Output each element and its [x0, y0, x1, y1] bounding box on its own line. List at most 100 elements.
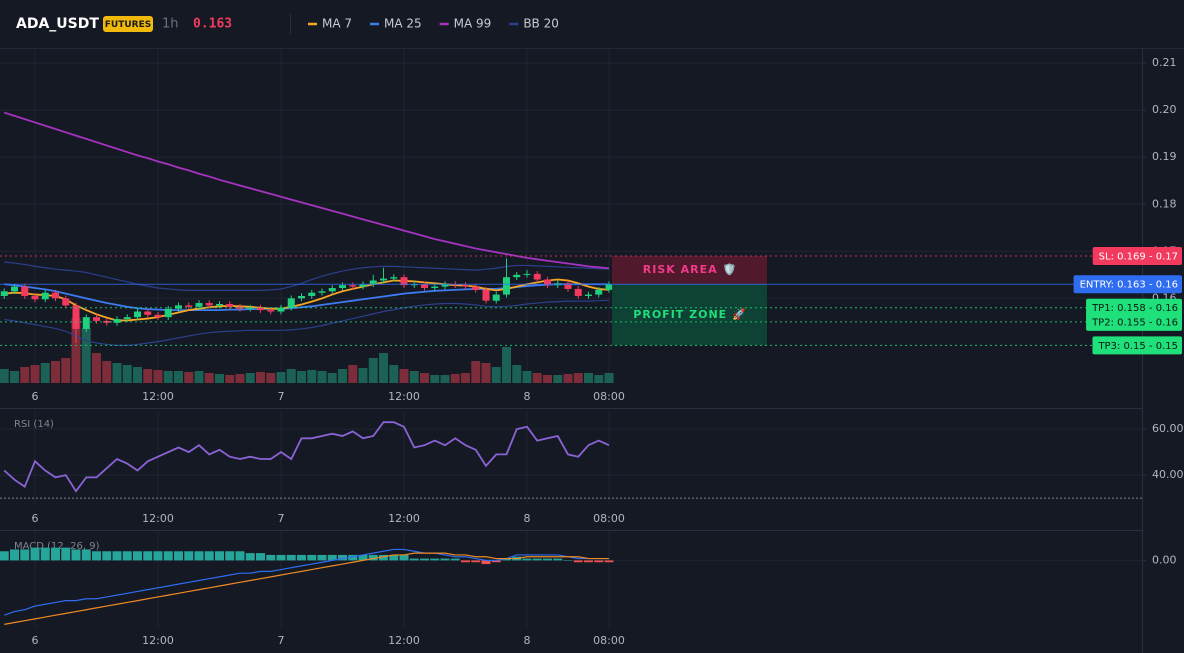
volume-bar: [389, 365, 399, 383]
candle-body: [277, 307, 285, 312]
legend-label[interactable]: MA 7: [322, 17, 352, 31]
candle-body: [205, 303, 213, 306]
candle-body: [134, 311, 141, 318]
candle-body: [216, 303, 223, 306]
interval[interactable]: 1h: [162, 17, 179, 32]
candle-body: [492, 294, 500, 301]
x-tick-label: 7: [278, 512, 285, 525]
y-tick-label: 40.00: [1152, 468, 1184, 481]
candle-body: [195, 303, 203, 307]
volume-bar: [307, 370, 317, 383]
x-tick-label: 6: [32, 390, 39, 403]
macd-histogram-bar: [215, 551, 224, 561]
candle-body: [308, 292, 316, 296]
legend-label[interactable]: MA 99: [454, 17, 492, 31]
legend-label[interactable]: BB 20: [523, 17, 559, 31]
macd-histogram-bar: [71, 549, 81, 561]
volume-bar: [184, 372, 194, 383]
volume-bar: [256, 372, 265, 383]
candle-body: [21, 286, 29, 296]
macd-histogram-bar: [584, 560, 593, 563]
x-tick-label: 08:00: [593, 512, 625, 525]
level-tag: [1092, 336, 1182, 355]
macd-histogram-bar: [143, 551, 153, 561]
macd-histogram-bar: [245, 553, 255, 561]
candle-body: [564, 283, 572, 289]
volume-bar: [594, 375, 604, 383]
level-label: TP1: 0.158 - 0.16: [1091, 303, 1178, 314]
macd-histogram-bar: [543, 558, 552, 561]
volume-bar: [379, 353, 388, 383]
volume-bar: [512, 365, 522, 383]
candle-body: [72, 305, 80, 329]
candle-body: [380, 278, 387, 281]
x-tick-label: 12:00: [142, 390, 174, 403]
macd-histogram-bar: [204, 551, 214, 561]
macd-histogram-bar: [112, 551, 122, 561]
volume-bar: [0, 369, 9, 383]
volume-bar: [409, 371, 419, 383]
volume-bar: [553, 375, 563, 383]
candle-body: [359, 284, 367, 287]
candle-body: [41, 292, 49, 300]
volume-bar: [440, 375, 450, 383]
macd-histogram-bar: [532, 558, 542, 561]
candle-body: [482, 289, 490, 301]
candle-body: [298, 295, 305, 299]
volume-bar: [358, 368, 368, 383]
volume-bar: [450, 374, 460, 383]
volume-bar: [174, 371, 183, 383]
volume-bar: [81, 328, 91, 383]
volume-bar: [471, 361, 481, 383]
macd-line: [4, 548, 609, 616]
x-tick-label: 7: [278, 390, 285, 403]
legend-label[interactable]: MA 25: [384, 17, 422, 31]
candle-body: [339, 285, 346, 288]
y-tick-label: 60.00: [1152, 422, 1184, 435]
macd-histogram-bar: [266, 554, 276, 561]
zone: [612, 256, 767, 285]
volume-bar: [317, 371, 327, 383]
x-tick-label: 12:00: [142, 634, 174, 647]
y-tick-label: 0.19: [1152, 150, 1177, 163]
level-tag: [1086, 298, 1182, 317]
pane-title: RSI (14): [14, 419, 54, 430]
candle-body: [154, 314, 162, 318]
macd-histogram-bar: [184, 551, 194, 561]
candle-body: [503, 277, 510, 295]
candle-body: [0, 291, 8, 296]
volume-bar: [348, 365, 358, 383]
candle-body: [93, 317, 100, 321]
macd-histogram-bar: [358, 554, 368, 561]
badge-bg: [103, 16, 153, 32]
macd-histogram-bar: [133, 551, 142, 561]
candle-body: [574, 288, 582, 296]
zone: [612, 284, 767, 346]
macd-histogram-bar: [153, 551, 163, 561]
volume-bar: [71, 318, 81, 383]
macd-histogram-bar: [174, 551, 183, 561]
symbol[interactable]: ADA_USDT: [16, 16, 99, 32]
volume-bar: [286, 369, 296, 383]
macd-histogram-bar: [573, 560, 583, 563]
macd-histogram-bar: [471, 560, 481, 563]
macd-histogram-bar: [81, 549, 91, 561]
ma-line: [3, 111, 610, 270]
macd-histogram-bar: [440, 558, 450, 561]
candle-body: [513, 274, 521, 278]
volume-bar: [327, 373, 337, 383]
volume-bar: [235, 374, 245, 383]
volume-bar: [225, 375, 235, 383]
level-label: ENTRY: 0.163 - 0.16: [1080, 280, 1178, 291]
candle-body: [52, 292, 59, 299]
x-tick-label: 8: [524, 390, 531, 403]
bb-lower: [4, 299, 610, 346]
volume-bar: [245, 373, 255, 383]
macd-histogram-bar: [594, 560, 604, 563]
candle-body: [369, 280, 377, 285]
macd-histogram-bar: [0, 551, 9, 561]
macd-histogram-bar: [40, 547, 50, 561]
candle-body: [287, 298, 295, 308]
macd-histogram-bar: [10, 549, 19, 561]
volume-bar: [194, 371, 204, 383]
